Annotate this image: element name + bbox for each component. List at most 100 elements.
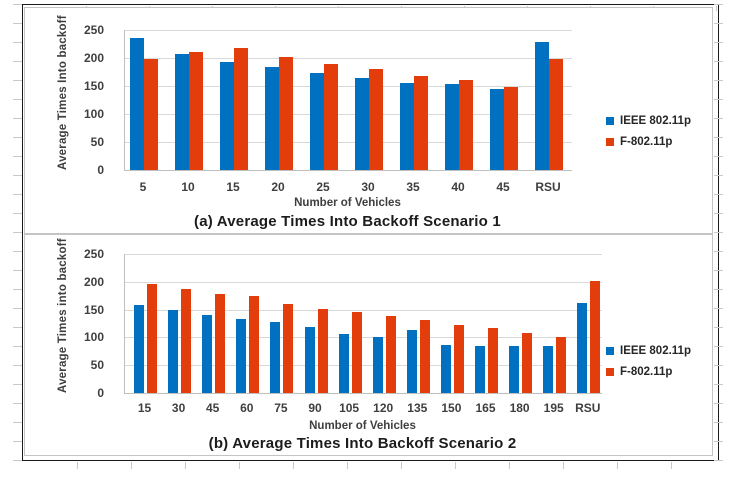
x-tick-label-rsu: RSU (575, 401, 601, 415)
x-tick-label-30: 30 (171, 401, 186, 415)
bar-f80211p-30 (181, 289, 192, 393)
legend-entry-ieee80211p: IEEE 802.11p (606, 345, 691, 357)
gridline-50 (125, 142, 572, 143)
bar-ieee80211p-rsu (577, 302, 588, 393)
legend-swatch-icon (606, 368, 614, 376)
bar-ieee80211p-20 (265, 66, 279, 170)
x-tick-label-60: 60 (240, 401, 254, 415)
gridline-ticks-left (13, 4, 22, 461)
y-tick-label-200: 200 (83, 51, 104, 65)
x-tick-label-20: 20 (271, 180, 285, 194)
bar-ieee80211p-35 (400, 82, 414, 170)
bar-ieee80211p-40 (445, 84, 459, 170)
chart-panel-scenario-2: Average Times into backoff 0 50 100 150 200 2… (24, 234, 713, 456)
x-tick-label-180: 180 (509, 401, 530, 415)
bar-f80211p-75 (283, 304, 294, 393)
legend: IEEE 802.11p F-802.11p (606, 345, 691, 378)
bar-f80211p-135 (419, 320, 430, 393)
bar-ieee80211p-120 (372, 336, 383, 393)
bar-ieee80211p-25 (310, 72, 324, 170)
bar-ieee80211p-rsu (535, 42, 549, 170)
bar-ieee80211p-30 (168, 310, 179, 393)
legend-label: F-802.11p (620, 136, 673, 148)
bar-f80211p-25 (324, 64, 338, 170)
bar-ieee80211p-165 (475, 346, 485, 393)
bar-f80211p-5 (144, 58, 158, 170)
legend-label: IEEE 802.11p (620, 115, 691, 127)
bar-f80211p-45 (215, 294, 226, 393)
x-tick-label-45: 45 (496, 180, 510, 194)
x-tick-label-75: 75 (274, 401, 288, 415)
legend-swatch-icon (606, 138, 614, 146)
bar-ieee80211p-30 (355, 77, 369, 170)
legend: IEEE 802.11p F-802.11p (606, 115, 691, 148)
y-tick-label-50: 50 (90, 358, 104, 373)
x-tick-label-35: 35 (406, 180, 420, 194)
bar-ieee80211p-135 (406, 330, 417, 393)
bar-f80211p-105 (351, 311, 362, 393)
bar-f80211p-90 (317, 308, 328, 393)
bar-ieee80211p-15 (134, 304, 144, 393)
bar-f80211p-40 (459, 80, 473, 170)
bar-ieee80211p-90 (304, 326, 315, 393)
legend-label: F-802.11p (620, 366, 673, 378)
bar-ieee80211p-5 (130, 38, 144, 170)
x-axis-title: Number of Vehicles (294, 197, 401, 209)
legend-label: IEEE 802.11p (620, 345, 691, 357)
bar-f80211p-150 (453, 324, 464, 393)
bar-f80211p-195 (556, 337, 567, 393)
legend-entry-f80211p: F-802.11p (606, 136, 691, 148)
x-tick-label-135: 135 (407, 401, 428, 415)
bar-f80211p-15 (147, 284, 157, 393)
legend-swatch-icon (606, 117, 614, 125)
x-tick-label-90: 90 (308, 401, 322, 415)
bar-f80211p-35 (414, 75, 428, 170)
x-tick-label-5: 5 (139, 180, 147, 194)
x-tick-label-25: 25 (316, 180, 330, 194)
gridline-250 (125, 30, 572, 31)
bar-f80211p-rsu (549, 58, 563, 170)
bar-f80211p-180 (522, 332, 533, 393)
bar-f80211p-165 (488, 327, 498, 393)
bar-f80211p-30 (369, 69, 383, 170)
gridline-200 (125, 58, 572, 59)
y-tick-label-150: 150 (83, 302, 104, 317)
y-tick-label-50: 50 (90, 135, 104, 149)
chart-panel-scenario-1: Average Times Into backoff 0 50 100 150 200 2… (24, 7, 713, 234)
legend-entry-ieee80211p: IEEE 802.11p (606, 115, 691, 127)
bar-ieee80211p-195 (543, 346, 554, 393)
x-tick-label-105: 105 (339, 401, 360, 415)
y-tick-label-250: 250 (83, 23, 104, 37)
gridline-250 (125, 254, 602, 255)
x-tick-label-120: 120 (373, 401, 394, 415)
y-tick-label-250: 250 (83, 247, 104, 261)
legend-entry-f80211p: F-802.11p (606, 366, 691, 378)
bar-f80211p-120 (385, 316, 396, 393)
y-tick-label-0: 0 (97, 163, 104, 177)
bar-f80211p-rsu (590, 281, 601, 393)
y-tick-label-0: 0 (97, 386, 104, 400)
y-tick-label-150: 150 (83, 79, 104, 93)
y-tick-label-100: 100 (83, 107, 104, 121)
chart-caption: (b) Average Times Into Backoff Scenario … (208, 435, 517, 452)
x-tick-label-150: 150 (441, 401, 462, 415)
gridline-150 (125, 86, 572, 87)
bar-f80211p-20 (279, 56, 293, 170)
bar-f80211p-60 (249, 296, 260, 393)
gridline-100 (125, 337, 602, 339)
gridline-200 (125, 281, 602, 283)
bar-ieee80211p-75 (270, 322, 281, 393)
y-tick-label-200: 200 (83, 274, 104, 289)
x-tick-label-rsu: RSU (535, 180, 561, 194)
gridline-100 (125, 114, 572, 115)
x-tick-label-10: 10 (181, 180, 195, 194)
bar-f80211p-45 (504, 86, 518, 170)
gridline-50 (125, 365, 602, 367)
bar-ieee80211p-60 (236, 318, 247, 393)
bar-ieee80211p-10 (175, 54, 189, 170)
bar-ieee80211p-45 (202, 314, 213, 393)
chart-caption: (a) Average Times Into Backoff Scenario … (194, 213, 501, 230)
gridline-ticks-bottom (24, 462, 719, 469)
bar-f80211p-10 (189, 52, 203, 170)
